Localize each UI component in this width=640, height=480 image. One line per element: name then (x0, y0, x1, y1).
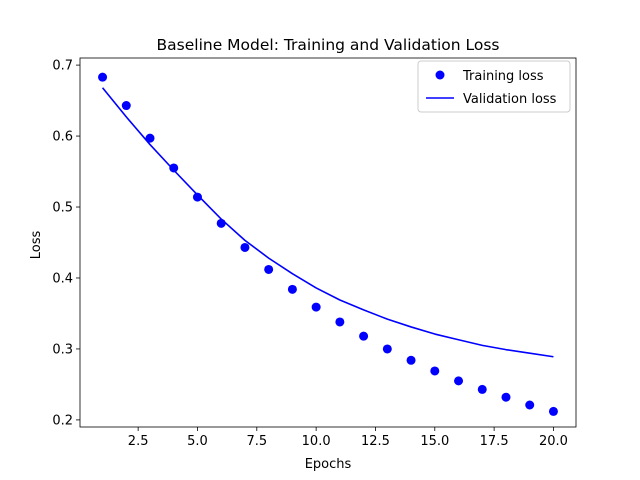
training-loss-point (169, 163, 179, 173)
training-loss-point (216, 218, 226, 228)
training-loss-point (359, 331, 369, 341)
x-tick-label: 2.5 (128, 434, 149, 449)
y-tick-label: 0.4 (52, 271, 73, 286)
legend-training-label: Training loss (462, 69, 544, 84)
training-loss-point (240, 242, 250, 252)
x-tick-label: 10.0 (302, 434, 331, 449)
x-tick-label: 12.5 (361, 434, 390, 449)
training-loss-point (430, 366, 440, 376)
training-loss-point (454, 376, 464, 386)
x-tick-label: 5.0 (187, 434, 208, 449)
legend: Training loss Validation loss (417, 60, 571, 113)
training-loss-point (382, 344, 392, 354)
training-loss-point (145, 133, 155, 143)
x-axis-label: Epochs (305, 457, 352, 472)
chart-title: Baseline Model: Training and Validation … (157, 36, 500, 54)
training-loss-point (98, 72, 108, 82)
training-loss-point (121, 101, 131, 111)
y-tick-label: 0.6 (52, 130, 73, 145)
training-loss-point (406, 355, 416, 365)
y-tick-label: 0.3 (52, 342, 73, 357)
training-loss-point (311, 302, 321, 312)
training-loss-point (192, 192, 202, 202)
training-loss-point (477, 384, 487, 394)
y-tick-label: 0.2 (52, 413, 73, 428)
y-tick-label: 0.5 (52, 201, 73, 216)
training-loss-point (264, 264, 274, 274)
x-tick-label: 17.5 (480, 434, 509, 449)
training-loss-point (501, 392, 511, 402)
legend-training-marker (435, 70, 445, 80)
validation-loss-line (101, 87, 554, 358)
x-tick-label: 20.0 (539, 434, 568, 449)
plot-area: 2.5 5.0 7.5 10.0 12.5 15.0 17.5 20.0 0.2 0.3 0.4 0.… (52, 57, 577, 449)
training-loss-point (335, 317, 345, 327)
training-loss-point (287, 284, 297, 294)
training-loss-point (548, 406, 558, 416)
x-tick-label: 15.0 (420, 434, 449, 449)
y-axis-label: Loss (29, 231, 44, 260)
training-loss-point (525, 400, 535, 410)
legend-validation-label: Validation loss (463, 92, 557, 107)
legend-frame (417, 60, 571, 113)
y-tick-label: 0.7 (52, 59, 73, 74)
axes-frame (79, 57, 577, 428)
x-tick-label: 7.5 (246, 434, 267, 449)
